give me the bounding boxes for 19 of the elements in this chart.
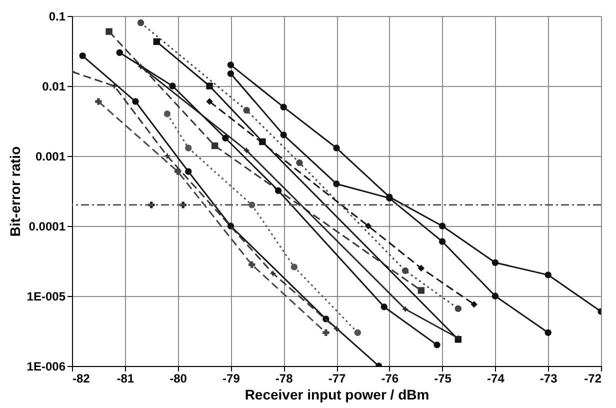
x-tick-label: -76 xyxy=(381,372,399,386)
x-tick-label: -75 xyxy=(434,372,452,386)
y-tick-label: 0.0001 xyxy=(28,220,66,234)
x-tick-label: -78 xyxy=(275,372,294,386)
x-tick-label: -74 xyxy=(487,372,505,386)
y-axis-title: Bit-error ratio xyxy=(6,146,23,237)
x-tick-label: -82 xyxy=(72,372,90,386)
y-tick-label: 1E-006 xyxy=(26,360,66,374)
x-tick-label: -73 xyxy=(540,372,558,386)
x-tick-label: -79 xyxy=(222,372,240,386)
x-tick-label: -77 xyxy=(328,372,346,386)
x-tick-label: -80 xyxy=(170,372,188,386)
y-tick-label: 0.1 xyxy=(48,10,66,24)
x-tick-label: -81 xyxy=(116,372,134,386)
y-tick-label: 1E-005 xyxy=(26,290,66,304)
x-axis-title: Receiver input power / dBm xyxy=(244,386,430,402)
x-tick-label: -72 xyxy=(584,372,602,386)
y-tick-label: 0.01 xyxy=(42,80,66,94)
y-tick-label: 0.001 xyxy=(35,150,66,164)
